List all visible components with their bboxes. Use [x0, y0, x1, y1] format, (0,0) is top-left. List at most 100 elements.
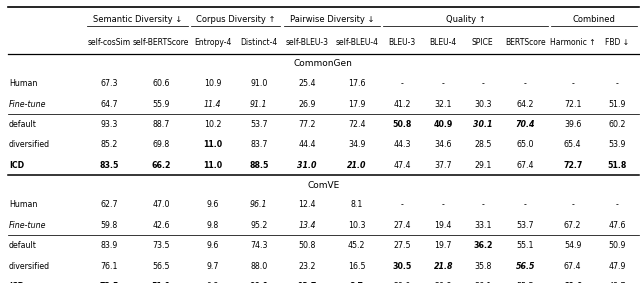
Text: 44.4: 44.4 — [298, 140, 316, 149]
Text: 66.2: 66.2 — [152, 161, 171, 170]
Text: 16.5: 16.5 — [348, 261, 365, 271]
Text: 48.7: 48.7 — [609, 282, 626, 283]
Text: 35.8: 35.8 — [474, 261, 492, 271]
Text: 83.9: 83.9 — [100, 241, 118, 250]
Text: 13.4: 13.4 — [298, 221, 316, 230]
Text: 10.3: 10.3 — [348, 221, 365, 230]
Text: 9.7: 9.7 — [207, 261, 219, 271]
Text: 53.7: 53.7 — [250, 120, 268, 129]
Text: 9.6: 9.6 — [207, 241, 219, 250]
Text: -: - — [401, 79, 403, 88]
Text: 69.0: 69.0 — [563, 282, 582, 283]
Text: 67.2: 67.2 — [564, 221, 582, 230]
Text: 19.4: 19.4 — [435, 221, 452, 230]
Text: Fine-tune: Fine-tune — [9, 100, 47, 109]
Text: -: - — [524, 200, 527, 209]
Text: 64.2: 64.2 — [516, 100, 534, 109]
Text: Pairwise Diversity ↓: Pairwise Diversity ↓ — [289, 15, 374, 23]
Text: 72.1: 72.1 — [564, 100, 582, 109]
Text: 11.0: 11.0 — [203, 161, 222, 170]
Text: 83.5: 83.5 — [99, 161, 118, 170]
Text: Semantic Diversity ↓: Semantic Diversity ↓ — [93, 15, 182, 23]
Text: 60.6: 60.6 — [152, 79, 170, 88]
Text: self-BLEU-3: self-BLEU-3 — [285, 38, 328, 47]
Text: 64.7: 64.7 — [100, 100, 118, 109]
Text: 23.2: 23.2 — [298, 261, 316, 271]
Text: 29.1: 29.1 — [474, 161, 492, 170]
Text: 26.9: 26.9 — [298, 100, 316, 109]
Text: 29.0: 29.0 — [394, 282, 411, 283]
Text: 17.9: 17.9 — [348, 100, 365, 109]
Text: 50.8: 50.8 — [392, 120, 412, 129]
Text: 73.5: 73.5 — [152, 241, 170, 250]
Text: 17.6: 17.6 — [348, 79, 365, 88]
Text: 30.1: 30.1 — [473, 120, 492, 129]
Text: 56.5: 56.5 — [516, 261, 535, 271]
Text: 30.3: 30.3 — [474, 100, 492, 109]
Text: Human: Human — [9, 200, 37, 209]
Text: diversified: diversified — [9, 140, 50, 149]
Text: self-cosSim: self-cosSim — [87, 38, 131, 47]
Text: 11.0: 11.0 — [203, 140, 222, 149]
Text: 67.4: 67.4 — [564, 261, 582, 271]
Text: 91.0: 91.0 — [250, 79, 268, 88]
Text: default: default — [9, 241, 37, 250]
Text: 70.4: 70.4 — [516, 120, 535, 129]
Text: Quality ↑: Quality ↑ — [445, 15, 485, 23]
Text: 42.6: 42.6 — [152, 221, 170, 230]
Text: 91.1: 91.1 — [250, 100, 268, 109]
Text: 45.2: 45.2 — [348, 241, 365, 250]
Text: -: - — [442, 200, 445, 209]
Text: 47.4: 47.4 — [394, 161, 411, 170]
Text: 65.0: 65.0 — [516, 140, 534, 149]
Text: 44.3: 44.3 — [394, 140, 411, 149]
Text: Entropy-4: Entropy-4 — [194, 38, 231, 47]
Text: 51.8: 51.8 — [607, 161, 627, 170]
Text: 9.8: 9.8 — [207, 221, 219, 230]
Text: BLEU-4: BLEU-4 — [429, 38, 457, 47]
Text: 54.9: 54.9 — [564, 241, 581, 250]
Text: 27.5: 27.5 — [394, 241, 411, 250]
Text: 53.7: 53.7 — [516, 221, 534, 230]
Text: 60.2: 60.2 — [609, 120, 626, 129]
Text: Fine-tune: Fine-tune — [9, 221, 47, 230]
Text: 40.9: 40.9 — [433, 120, 453, 129]
Text: 32.1: 32.1 — [435, 100, 452, 109]
Text: 96.1: 96.1 — [250, 200, 268, 209]
Text: 34.6: 34.6 — [435, 140, 452, 149]
Text: self-BLEU-4: self-BLEU-4 — [335, 38, 378, 47]
Text: 31.0: 31.0 — [297, 161, 317, 170]
Text: diversified: diversified — [9, 261, 50, 271]
Text: 25.4: 25.4 — [298, 79, 316, 88]
Text: 88.7: 88.7 — [152, 120, 170, 129]
Text: self-BERTScore: self-BERTScore — [133, 38, 189, 47]
Text: 50.8: 50.8 — [298, 241, 316, 250]
Text: 11.4: 11.4 — [204, 100, 221, 109]
Text: 9.6: 9.6 — [207, 200, 219, 209]
Text: 8.1: 8.1 — [351, 200, 363, 209]
Text: -: - — [572, 200, 574, 209]
Text: 55.5: 55.5 — [516, 282, 534, 283]
Text: -: - — [616, 200, 619, 209]
Text: 20.8: 20.8 — [435, 282, 452, 283]
Text: Human: Human — [9, 79, 37, 88]
Text: 19.7: 19.7 — [435, 241, 452, 250]
Text: CommonGen: CommonGen — [294, 59, 353, 68]
Text: 72.7: 72.7 — [563, 161, 582, 170]
Text: 41.2: 41.2 — [394, 100, 411, 109]
Text: Harmonic ↑: Harmonic ↑ — [550, 38, 595, 47]
Text: 56.5: 56.5 — [152, 261, 170, 271]
Text: 37.7: 37.7 — [435, 161, 452, 170]
Text: 72.4: 72.4 — [348, 120, 365, 129]
Text: 90.1: 90.1 — [249, 282, 269, 283]
Text: 55.1: 55.1 — [516, 241, 534, 250]
Text: 76.1: 76.1 — [100, 261, 118, 271]
Text: 62.7: 62.7 — [100, 200, 118, 209]
Text: -: - — [616, 79, 619, 88]
Text: 88.0: 88.0 — [250, 261, 268, 271]
Text: Distinct-4: Distinct-4 — [240, 38, 278, 47]
Text: 12.4: 12.4 — [298, 200, 316, 209]
Text: SPICE: SPICE — [472, 38, 493, 47]
Text: BLEU-3: BLEU-3 — [388, 38, 416, 47]
Text: 27.4: 27.4 — [394, 221, 411, 230]
